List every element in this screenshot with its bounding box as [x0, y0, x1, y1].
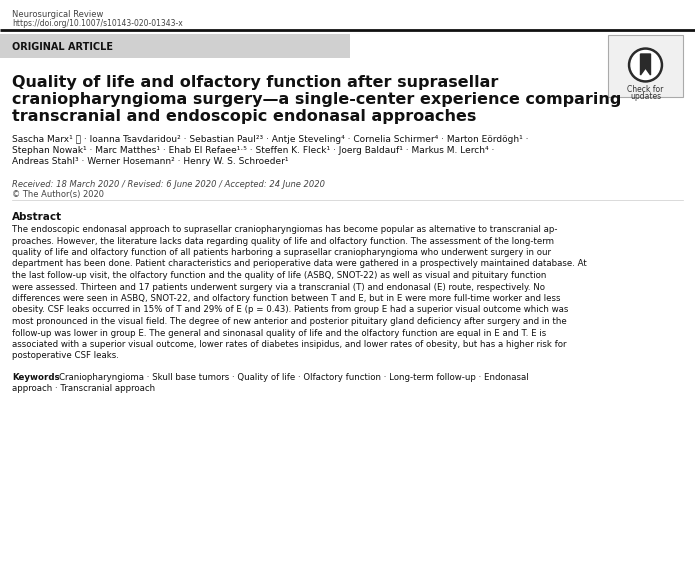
- Text: Andreas Stahl³ · Werner Hosemann² · Henry W. S. Schroeder¹: Andreas Stahl³ · Werner Hosemann² · Henr…: [12, 157, 288, 166]
- Text: Neurosurgical Review: Neurosurgical Review: [12, 10, 104, 19]
- Text: department has been done. Patient characteristics and perioperative data were ga: department has been done. Patient charac…: [12, 259, 587, 269]
- Text: Quality of life and olfactory function after suprasellar: Quality of life and olfactory function a…: [12, 75, 498, 90]
- Text: ORIGINAL ARTICLE: ORIGINAL ARTICLE: [12, 42, 113, 52]
- Text: Received: 18 March 2020 / Revised: 6 June 2020 / Accepted: 24 June 2020: Received: 18 March 2020 / Revised: 6 Jun…: [12, 180, 325, 189]
- Text: © The Author(s) 2020: © The Author(s) 2020: [12, 190, 104, 199]
- Text: proaches. However, the literature lacks data regarding quality of life and olfac: proaches. However, the literature lacks …: [12, 236, 554, 245]
- Text: Abstract: Abstract: [12, 212, 62, 222]
- Text: the last follow-up visit, the olfactory function and the quality of life (ASBQ, : the last follow-up visit, the olfactory …: [12, 271, 546, 280]
- Text: most pronounced in the visual field. The degree of new anterior and posterior pi: most pronounced in the visual field. The…: [12, 317, 566, 326]
- Text: were assessed. Thirteen and 17 patients underwent surgery via a transcranial (T): were assessed. Thirteen and 17 patients …: [12, 283, 545, 291]
- Bar: [0, 34, 350, 58]
- Text: Stephan Nowak¹ · Marc Matthes¹ · Ehab El Refaee¹·⁵ · Steffen K. Fleck¹ · Joerg B: Stephan Nowak¹ · Marc Matthes¹ · Ehab El…: [12, 146, 494, 155]
- Text: approach · Transcranial approach: approach · Transcranial approach: [12, 384, 155, 393]
- Text: follow-up was lower in group E. The general and sinonasal quality of life and th: follow-up was lower in group E. The gene…: [12, 328, 546, 338]
- Polygon shape: [641, 54, 651, 75]
- Text: obesity. CSF leaks occurred in 15% of T and 29% of E (p = 0.43). Patients from g: obesity. CSF leaks occurred in 15% of T …: [12, 306, 569, 314]
- Text: Sascha Marx¹ ⓘ · Ioanna Tsavdaridou² · Sebastian Paul²³ · Antje Steveling⁴ · Cor: Sascha Marx¹ ⓘ · Ioanna Tsavdaridou² · S…: [12, 135, 528, 144]
- Text: Craniopharyngioma · Skull base tumors · Quality of life · Olfactory function · L: Craniopharyngioma · Skull base tumors · …: [59, 373, 529, 382]
- Text: differences were seen in ASBQ, SNOT-22, and olfactory function between T and E, : differences were seen in ASBQ, SNOT-22, …: [12, 294, 560, 303]
- Text: quality of life and olfactory function of all patients harboring a suprasellar c: quality of life and olfactory function o…: [12, 248, 551, 257]
- Circle shape: [628, 48, 662, 82]
- Text: transcranial and endoscopic endonasal approaches: transcranial and endoscopic endonasal ap…: [12, 109, 476, 124]
- Text: associated with a superior visual outcome, lower rates of diabetes insipidus, an: associated with a superior visual outcom…: [12, 340, 566, 349]
- Text: Check for: Check for: [628, 85, 664, 94]
- Bar: [608, 35, 683, 97]
- Text: craniopharyngioma surgery—a single-center experience comparing: craniopharyngioma surgery—a single-cente…: [12, 92, 621, 107]
- Text: https://doi.org/10.1007/s10143-020-01343-x: https://doi.org/10.1007/s10143-020-01343…: [12, 19, 183, 28]
- Text: The endoscopic endonasal approach to suprasellar craniopharyngiomas has become p: The endoscopic endonasal approach to sup…: [12, 225, 557, 234]
- Text: updates: updates: [630, 92, 661, 101]
- Text: Keywords: Keywords: [12, 373, 60, 382]
- Text: postoperative CSF leaks.: postoperative CSF leaks.: [12, 351, 119, 361]
- Circle shape: [631, 50, 660, 79]
